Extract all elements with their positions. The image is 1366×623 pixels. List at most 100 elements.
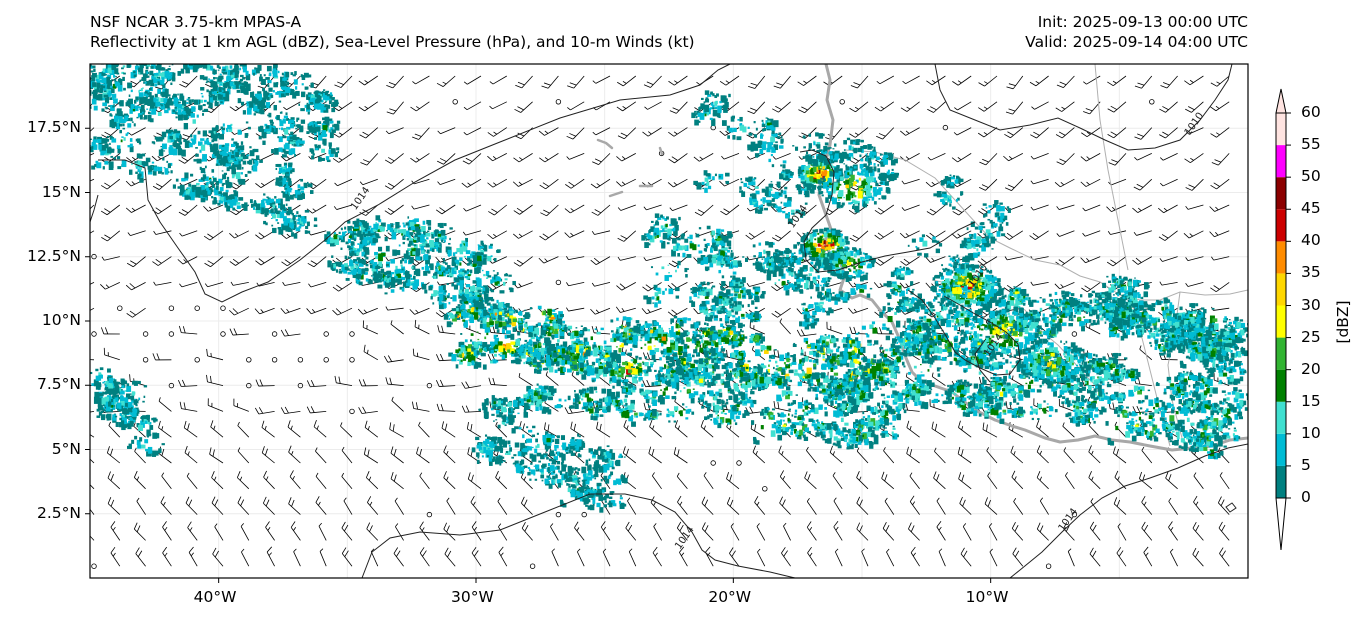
reflectivity-cell: [239, 74, 244, 78]
wind-barb: [1054, 178, 1075, 188]
wind-barb: [1134, 153, 1152, 161]
reflectivity-cell: [280, 93, 285, 98]
reflectivity-cell: [172, 184, 176, 189]
wind-barb: [1209, 204, 1230, 212]
reflectivity-cell: [502, 281, 506, 286]
reflectivity-cell: [285, 227, 290, 232]
reflectivity-cell: [258, 126, 263, 132]
reflectivity-cell: [321, 130, 327, 138]
wind-barb: [1209, 101, 1230, 112]
calm-wind-marker: [246, 357, 252, 363]
reflectivity-cell: [330, 238, 334, 244]
reflectivity-cell: [133, 123, 136, 127]
reflectivity-cell: [501, 329, 506, 334]
reflectivity-cell: [186, 60, 188, 61]
reflectivity-cell: [210, 133, 215, 139]
reflectivity-cell: [673, 315, 678, 319]
reflectivity-cell: [372, 229, 376, 232]
wind-barb: [927, 101, 946, 113]
wind-barb: [1185, 204, 1204, 210]
reflectivity-cell: [668, 328, 671, 330]
reflectivity-cell: [330, 154, 334, 158]
reflectivity-cell: [170, 170, 173, 174]
calm-wind-marker: [426, 382, 433, 389]
reflectivity-cell: [209, 187, 212, 191]
reflectivity-cell: [245, 74, 251, 81]
reflectivity-cell: [234, 82, 237, 85]
reflectivity-cell: [392, 223, 395, 225]
reflectivity-cell: [482, 304, 485, 308]
reflectivity-cell: [305, 225, 309, 230]
reflectivity-cell: [274, 196, 277, 199]
reflectivity-cell: [347, 226, 352, 231]
reflectivity-cell: [281, 127, 284, 131]
reflectivity-cell: [356, 218, 360, 224]
reflectivity-cell: [384, 236, 388, 242]
reflectivity-cell: [322, 138, 327, 145]
reflectivity-cell: [459, 293, 463, 296]
reflectivity-cell: [338, 231, 341, 234]
reflectivity-cell: [272, 68, 276, 72]
reflectivity-cell: [472, 299, 476, 303]
wind-barb: [667, 307, 688, 317]
reflectivity-cell: [449, 227, 453, 230]
wind-barb: [899, 230, 920, 239]
reflectivity-cell: [231, 174, 235, 179]
reflectivity-cell: [427, 226, 432, 230]
reflectivity-cell: [277, 181, 283, 187]
reflectivity-cell: [146, 108, 149, 110]
wind-barb: [720, 204, 740, 216]
reflectivity-cell: [153, 59, 156, 62]
wind-barb: [1080, 153, 1101, 162]
reflectivity-cell: [107, 34, 112, 38]
reflectivity-cell: [322, 91, 324, 93]
reflectivity-cell: [300, 108, 305, 112]
reflectivity-cell: [274, 208, 278, 214]
wind-barb: [669, 101, 688, 114]
reflectivity-cell: [175, 112, 178, 115]
reflectivity-cell: [406, 238, 409, 241]
wind-barb: [1159, 127, 1178, 139]
reflectivity-cell: [485, 287, 490, 294]
reflectivity-cell: [378, 261, 383, 267]
reflectivity-cell: [247, 170, 250, 173]
reflectivity-cell: [310, 94, 316, 99]
reflectivity-cell: [616, 317, 619, 321]
reflectivity-cell: [824, 333, 827, 336]
reflectivity-cell: [285, 191, 288, 194]
reflectivity-cell: [405, 270, 408, 272]
reflectivity-cell: [314, 126, 320, 132]
wind-barb: [1134, 75, 1153, 89]
reflectivity-cell: [467, 308, 471, 313]
reflectivity-cell: [103, 138, 108, 144]
wind-barb: [488, 377, 507, 386]
reflectivity-cell: [116, 60, 119, 62]
reflectivity-cell: [373, 279, 377, 282]
reflectivity-cell: [406, 282, 411, 287]
reflectivity-cell: [396, 268, 400, 273]
calm-wind-marker: [452, 99, 458, 105]
wind-barb: [796, 329, 817, 337]
wind-barb: [101, 230, 121, 242]
wind-barb: [152, 178, 172, 190]
reflectivity-cell: [214, 153, 217, 156]
reflectivity-cell: [90, 89, 92, 96]
wind-barb: [643, 75, 662, 88]
reflectivity-cell: [463, 255, 466, 258]
wind-barb: [436, 403, 456, 412]
reflectivity-cell: [185, 107, 189, 110]
wind-barb: [979, 178, 998, 191]
reflectivity-cell: [460, 316, 464, 319]
wind-barb: [418, 421, 430, 438]
reflectivity-cell: [427, 270, 431, 274]
reflectivity-cell: [199, 75, 205, 80]
reflectivity-cell: [141, 153, 146, 157]
wind-barb: [90, 411, 95, 413]
reflectivity-cell: [148, 166, 153, 172]
reflectivity-cell: [616, 329, 619, 332]
reflectivity-cell: [149, 92, 152, 96]
reflectivity-cell: [285, 112, 288, 116]
wind-barb: [463, 127, 482, 136]
reflectivity-cell: [375, 255, 379, 260]
wind-barb: [849, 326, 869, 335]
